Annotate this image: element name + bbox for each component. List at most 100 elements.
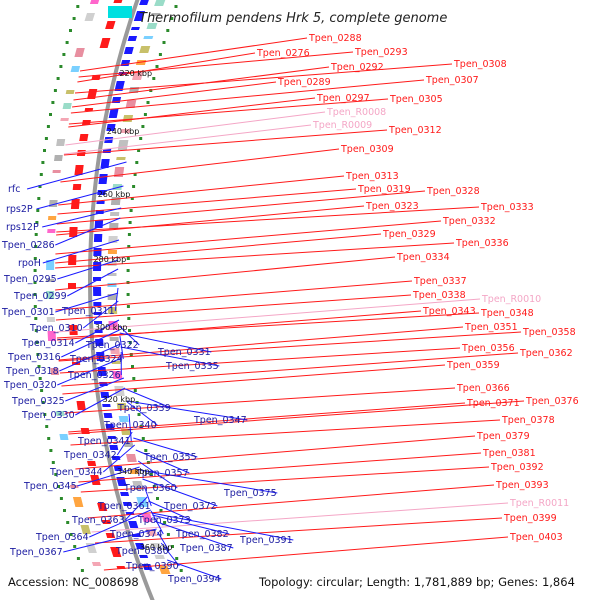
- gene-label[interactable]: Tpen_0339: [117, 403, 171, 414]
- gene-label[interactable]: Tpen_0378: [501, 415, 555, 426]
- gene-label[interactable]: Tpen_0344: [49, 467, 103, 478]
- gene-label[interactable]: rps12P: [6, 222, 39, 233]
- gene-label[interactable]: Tpen_0301: [1, 307, 55, 318]
- gene-label[interactable]: Tpen_0314: [21, 338, 75, 349]
- gene-feature: [80, 525, 91, 534]
- gene-label[interactable]: Tpen_0379: [476, 431, 530, 442]
- gene-label[interactable]: Tpen_0310: [29, 323, 83, 334]
- gene-label[interactable]: Tpen_0356: [461, 343, 515, 354]
- gene-label[interactable]: Tpen_0348: [480, 308, 534, 319]
- gene-label[interactable]: Tpen_0313: [345, 171, 399, 182]
- gene-label[interactable]: Tpen_0345: [23, 481, 77, 492]
- gene-label[interactable]: Tpen_R0009: [312, 120, 372, 131]
- gene-label[interactable]: Tpen_0393: [495, 480, 549, 491]
- gene-label[interactable]: Tpen_0323: [365, 201, 419, 212]
- gene-label[interactable]: Tpen_0341: [77, 436, 131, 447]
- gene-label[interactable]: Tpen_0324: [69, 354, 123, 365]
- gene-label[interactable]: Tpen_0299: [13, 291, 67, 302]
- gene-label[interactable]: Tpen_0382: [175, 529, 229, 540]
- gene-label[interactable]: Tpen_0328: [426, 186, 480, 197]
- gene-label[interactable]: Tpen_0371: [466, 398, 520, 409]
- gene-label[interactable]: Tpen_0355: [143, 452, 197, 463]
- gene-label[interactable]: Tpen_0391: [239, 535, 293, 546]
- gene-label[interactable]: rfc: [8, 184, 20, 195]
- gene-label[interactable]: Tpen_0381: [482, 448, 536, 459]
- gene-label[interactable]: Tpen_0387: [179, 543, 233, 554]
- gene-label[interactable]: Tpen_0351: [464, 322, 518, 333]
- track-tick: [127, 317, 131, 320]
- gene-label[interactable]: Tpen_0322: [85, 340, 139, 351]
- gene-label[interactable]: Tpen_0289: [277, 77, 331, 88]
- gene-label[interactable]: Tpen_0319: [357, 184, 411, 195]
- gene-label[interactable]: Tpen_R0008: [326, 107, 386, 118]
- leader-line: [126, 400, 248, 421]
- track-tick: [162, 41, 166, 44]
- gene-label[interactable]: Tpen_0367: [9, 547, 63, 558]
- gene-label[interactable]: Tpen_0357: [135, 468, 189, 479]
- gene-label[interactable]: Tpen_0305: [389, 94, 443, 105]
- gene-label[interactable]: Tpen_R0011: [509, 498, 569, 509]
- gene-label[interactable]: Tpen_0360: [123, 483, 177, 494]
- gene-label[interactable]: Tpen_0392: [490, 462, 544, 473]
- gene-label[interactable]: Tpen_0292: [330, 62, 384, 73]
- gene-label[interactable]: Tpen_0399: [503, 513, 557, 524]
- gene-label[interactable]: Tpen_0295: [3, 274, 57, 285]
- gene-label[interactable]: Tpen_0343: [422, 306, 476, 317]
- gene-label[interactable]: Tpen_0286: [1, 240, 55, 251]
- gene-label[interactable]: Tpen_0347: [193, 415, 247, 426]
- gene-label[interactable]: Tpen_0364: [35, 532, 89, 543]
- track-tick: [129, 209, 133, 212]
- gene-label[interactable]: Tpen_0338: [412, 290, 466, 301]
- track-tick: [137, 413, 141, 416]
- gene-label[interactable]: Tpen_0366: [456, 383, 510, 394]
- gene-label[interactable]: Tpen_0362: [519, 348, 573, 359]
- gene-label[interactable]: Tpen_0307: [425, 75, 479, 86]
- gene-label[interactable]: Tpen_0374: [109, 529, 163, 540]
- gene-label[interactable]: Tpen_0333: [480, 202, 534, 213]
- gene-label[interactable]: Tpen_0342: [63, 450, 117, 461]
- gene-label[interactable]: Tpen_0334: [396, 252, 450, 263]
- gene-label[interactable]: Tpen_0320: [3, 380, 57, 391]
- gene-label[interactable]: Tpen_0309: [340, 144, 394, 155]
- gene-label[interactable]: Tpen_0372: [163, 501, 217, 512]
- gene-feature: [99, 38, 111, 48]
- gene-label[interactable]: Tpen_0359: [446, 360, 500, 371]
- gene-label[interactable]: Tpen_0337: [413, 276, 467, 287]
- gene-label[interactable]: Tpen_0312: [388, 125, 442, 136]
- gene-label[interactable]: Tpen_0318: [5, 366, 59, 377]
- gene-label[interactable]: Tpen_0373: [137, 515, 191, 526]
- gene-label[interactable]: rpoH: [18, 258, 41, 269]
- gene-label[interactable]: Tpen_0376: [525, 396, 579, 407]
- gene-label[interactable]: Tpen_0380: [115, 546, 169, 557]
- gene-label[interactable]: Tpen_0288: [308, 33, 362, 44]
- gene-feature: [112, 371, 123, 379]
- gene-label[interactable]: Tpen_0361: [97, 501, 151, 512]
- gene-label[interactable]: Tpen_0297: [316, 93, 370, 104]
- gene-label[interactable]: Tpen_0331: [157, 347, 211, 358]
- gene-label[interactable]: Tpen_0325: [11, 396, 65, 407]
- track-tick: [39, 173, 43, 176]
- gene-label[interactable]: Tpen_0403: [509, 532, 563, 543]
- gene-label[interactable]: Tpen_0330: [21, 410, 75, 421]
- gene-label[interactable]: Tpen_0390: [125, 561, 179, 572]
- gene-label[interactable]: Tpen_0358: [522, 327, 576, 338]
- gene-label[interactable]: Tpen_0329: [382, 229, 436, 240]
- gene-label[interactable]: Tpen_0311: [61, 306, 115, 317]
- gene-label[interactable]: Tpen_0375: [223, 488, 277, 499]
- gene-label[interactable]: Tpen_0316: [7, 352, 61, 363]
- gene-label[interactable]: Tpen_0394: [167, 574, 221, 585]
- gene-label[interactable]: Tpen_0308: [453, 59, 507, 70]
- gene-label[interactable]: Tpen_0293: [354, 47, 408, 58]
- gene-feature: [101, 520, 111, 524]
- gene-label[interactable]: Tpen_0326: [67, 370, 121, 381]
- gene-label[interactable]: rps2P: [6, 204, 33, 215]
- gene-feature: [47, 229, 56, 233]
- gene-label[interactable]: Tpen_R0010: [481, 294, 541, 305]
- gene-feature: [135, 543, 146, 549]
- gene-label[interactable]: Tpen_0340: [103, 420, 157, 431]
- gene-label[interactable]: Tpen_0336: [455, 238, 509, 249]
- gene-label[interactable]: Tpen_0276: [256, 48, 310, 59]
- gene-label[interactable]: Tpen_0332: [442, 216, 496, 227]
- gene-label[interactable]: Tpen_0363: [71, 515, 125, 526]
- gene-label[interactable]: Tpen_0335: [165, 361, 219, 372]
